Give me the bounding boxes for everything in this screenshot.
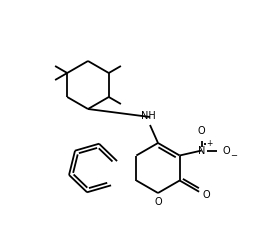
Text: N: N bbox=[198, 146, 205, 156]
Text: O: O bbox=[202, 189, 210, 199]
Text: O: O bbox=[223, 146, 230, 156]
Text: +: + bbox=[207, 138, 213, 147]
Text: NH: NH bbox=[141, 110, 155, 120]
Text: O: O bbox=[154, 196, 162, 206]
Text: −: − bbox=[230, 150, 237, 159]
Text: O: O bbox=[198, 125, 205, 135]
